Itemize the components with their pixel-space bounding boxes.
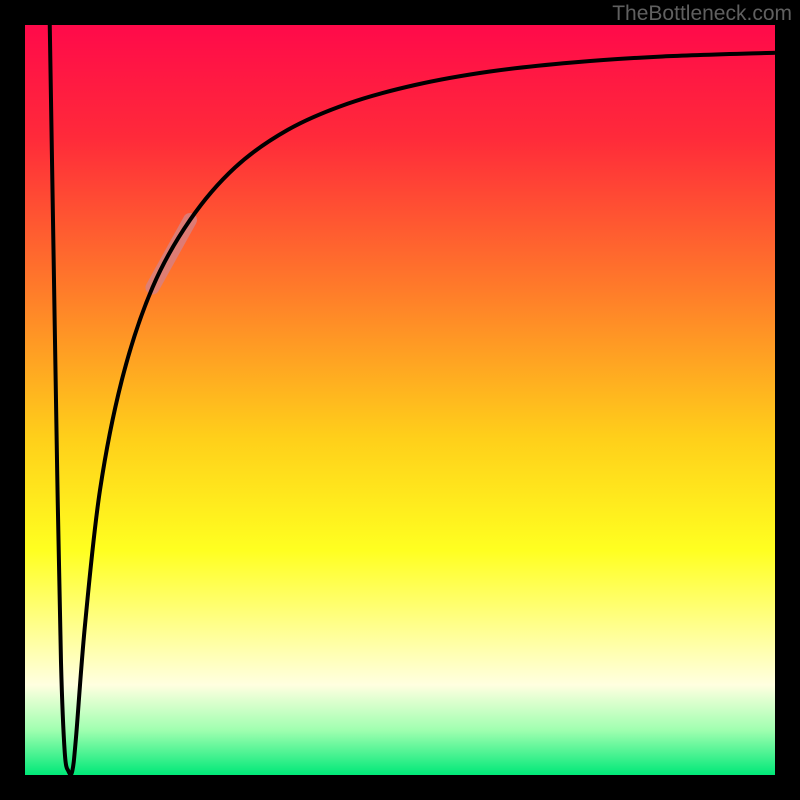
chart-container: TheBottleneck.com: [0, 0, 800, 800]
plot-background: [25, 25, 775, 775]
border-left: [0, 0, 25, 800]
border-right: [775, 0, 800, 800]
watermark-text: TheBottleneck.com: [612, 2, 792, 26]
border-bottom: [0, 775, 800, 800]
bottleneck-chart: [0, 0, 800, 800]
